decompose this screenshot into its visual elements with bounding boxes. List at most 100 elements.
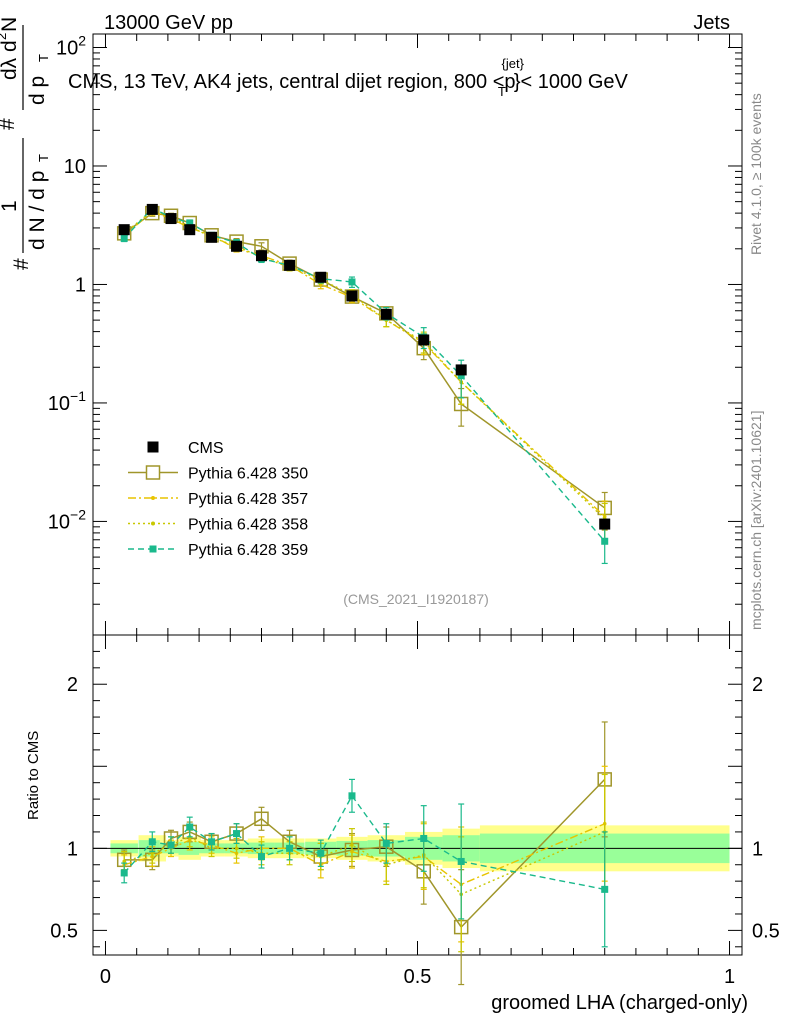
cms-data-point bbox=[118, 224, 130, 236]
header-right: Jets bbox=[693, 12, 730, 34]
series-359-point bbox=[286, 844, 294, 852]
series-layer bbox=[116, 203, 612, 986]
legend-marker bbox=[151, 496, 155, 500]
y-tick-label: 102 bbox=[56, 33, 86, 60]
title-after: }< 1000 GeV bbox=[514, 71, 629, 93]
ratio-plot-frame bbox=[92, 634, 743, 956]
series-point bbox=[234, 846, 239, 851]
y-tick-exp: −2 bbox=[70, 506, 86, 522]
y-tick-label: 10−1 bbox=[48, 388, 86, 415]
series-point bbox=[350, 843, 354, 847]
y-tick-exp: 2 bbox=[78, 33, 86, 49]
series-359-point bbox=[348, 278, 356, 286]
ylabel-denominator: d N / d p bbox=[26, 171, 49, 250]
cms-data-point bbox=[146, 203, 158, 215]
series-359-point bbox=[317, 849, 325, 857]
series-359-point bbox=[186, 823, 194, 831]
cms-data-point bbox=[284, 259, 296, 271]
series-359-point bbox=[186, 219, 194, 227]
title-sup: {jet} bbox=[502, 56, 525, 71]
cms-data-point bbox=[206, 231, 218, 243]
main-y-axis-label: # 1 d N / d p T # d p T dλ d 2 N bbox=[0, 17, 51, 270]
series-359-point bbox=[120, 869, 128, 877]
ylabel-hash-1: # bbox=[10, 258, 33, 270]
series-359-point bbox=[167, 841, 175, 849]
ylabel-denominator-sub: T bbox=[36, 154, 51, 162]
legend-label: Pythia 6.428 359 bbox=[188, 542, 308, 559]
series-359-point bbox=[601, 537, 609, 545]
legend-marker bbox=[151, 521, 155, 526]
series-359-point bbox=[601, 885, 609, 893]
legend-label: Pythia 6.428 357 bbox=[188, 491, 308, 508]
ylabel-hash-2: # bbox=[0, 118, 19, 130]
series-350-point bbox=[254, 811, 269, 827]
ylabel-dpt: d p bbox=[26, 76, 49, 105]
series-359-point bbox=[257, 853, 265, 861]
title-before: CMS, 13 TeV, AK4 jets, central dijet reg… bbox=[68, 71, 516, 93]
ylabel-dpt-sub: T bbox=[36, 54, 51, 62]
series-359-point bbox=[208, 838, 216, 846]
header-left: 13000 GeV pp bbox=[104, 12, 233, 34]
cms-data-point bbox=[315, 271, 327, 283]
ylabel-d2-exp: 2 bbox=[0, 33, 9, 40]
y-tick-label: 10−2 bbox=[48, 506, 86, 533]
ratio-y-tick-label: 0.5 bbox=[50, 920, 78, 942]
legend: CMS Pythia 6.428 350 Pythia 6.428 357 Pythi… bbox=[128, 440, 308, 559]
series-point bbox=[384, 862, 389, 867]
ylabel-dlambda: dλ bbox=[0, 57, 21, 80]
ratio-y-axis-label: Ratio to CMS bbox=[25, 731, 42, 820]
ratio-y-tick-label-right: 1 bbox=[752, 838, 763, 860]
cms-data-point bbox=[165, 213, 177, 225]
y-tick-base: 10 bbox=[48, 511, 70, 533]
series-359-point bbox=[148, 838, 156, 846]
analysis-id: (CMS_2021_I1920187) bbox=[343, 591, 489, 607]
ratio-y-tick-label: 1 bbox=[67, 838, 78, 860]
ratio-y-tick-label: 2 bbox=[67, 674, 78, 696]
series-line bbox=[123, 212, 606, 509]
series-359-point bbox=[233, 830, 241, 838]
legend-label: Pythia 6.428 350 bbox=[188, 466, 308, 483]
series-359-point bbox=[348, 792, 356, 800]
legend-marker-359 bbox=[149, 545, 157, 553]
y-tick-label: 10 bbox=[64, 156, 86, 178]
series-point bbox=[122, 859, 127, 864]
x-axis-label: groomed LHA (charged-only) bbox=[491, 992, 748, 1014]
cms-data-point bbox=[184, 224, 196, 236]
series-359-point bbox=[420, 834, 428, 842]
ylabel-d2: d bbox=[0, 40, 21, 52]
y-tick-label: 1 bbox=[75, 274, 86, 296]
axis-ticks bbox=[93, 34, 742, 955]
cms-data-point bbox=[231, 240, 243, 252]
ylabel-d2-n: N bbox=[0, 17, 21, 32]
ratio-y-tick-label-right: 0.5 bbox=[752, 920, 780, 942]
series-359-point bbox=[382, 839, 390, 847]
cms-data-point bbox=[255, 250, 267, 262]
x-tick-label: 0.5 bbox=[404, 966, 432, 988]
source-label: mcplots.cern.ch [arXiv:2401.10621] bbox=[748, 411, 764, 630]
cms-data-point bbox=[346, 290, 358, 302]
series-359-point bbox=[457, 857, 465, 865]
y-tick-base: 10 bbox=[48, 393, 70, 415]
series-point bbox=[150, 851, 155, 856]
ylabel-one: 1 bbox=[0, 200, 21, 212]
ratio-y-tick-label-right: 2 bbox=[752, 674, 763, 696]
series-359-point bbox=[120, 234, 128, 242]
cms-data-point bbox=[418, 334, 430, 346]
y-tick-exp: −1 bbox=[70, 388, 86, 404]
series-line bbox=[123, 209, 606, 520]
legend-label: Pythia 6.428 358 bbox=[188, 517, 308, 534]
cms-data-point bbox=[380, 308, 392, 320]
chart-title: CMS, 13 TeV, AK4 jets, central dijet reg… bbox=[68, 56, 629, 99]
series-359-point bbox=[457, 372, 465, 380]
legend-marker-cms bbox=[147, 441, 159, 453]
legend-marker-350 bbox=[145, 465, 161, 480]
title-sub: T bbox=[498, 84, 506, 99]
y-tick-base: 10 bbox=[56, 38, 78, 60]
x-tick-label: 0 bbox=[100, 966, 111, 988]
cms-data-point bbox=[455, 364, 467, 376]
legend-label: CMS bbox=[188, 440, 224, 457]
cms-data-point bbox=[599, 518, 611, 530]
x-tick-label: 1 bbox=[724, 966, 735, 988]
